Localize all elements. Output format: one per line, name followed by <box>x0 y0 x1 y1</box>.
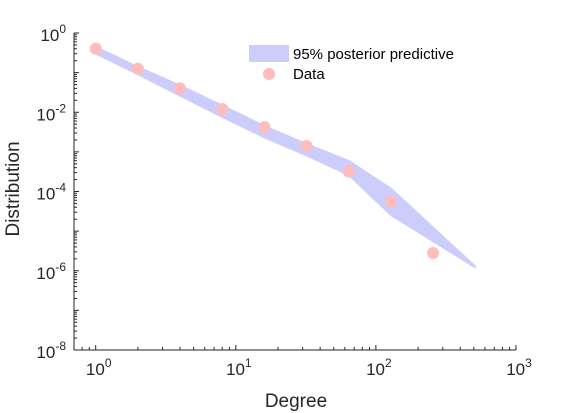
axes <box>73 32 517 351</box>
data-point <box>300 140 313 153</box>
legend-data-marker <box>263 68 275 80</box>
x-tick-label: 100 <box>86 356 112 379</box>
x-tick-label: 102 <box>366 356 392 379</box>
data-point <box>384 195 397 208</box>
data-point <box>131 62 144 75</box>
y-axis-label: Distribution <box>3 141 24 236</box>
y-tick-label: 10-8 <box>36 339 66 362</box>
y-tick-label: 10-6 <box>36 260 66 283</box>
posterior-band-layer <box>94 45 477 269</box>
y-tick-label: 10-2 <box>36 101 66 124</box>
data-point <box>427 247 440 260</box>
data-point <box>89 42 102 55</box>
posterior-band <box>94 45 477 269</box>
legend-band-swatch <box>249 45 289 62</box>
legend-band-label: 95% posterior predictive <box>293 46 454 63</box>
data-point <box>342 165 355 178</box>
y-tick-label: 100 <box>40 22 66 45</box>
data-point <box>258 121 271 134</box>
x-axis-label: Degree <box>265 391 327 412</box>
legend-data-label: Data <box>293 66 325 83</box>
data-point <box>174 82 187 95</box>
data-points-layer <box>89 42 440 260</box>
x-tick-label: 101 <box>226 356 252 379</box>
tick-labels: 100 101 102 103 100 10-2 10-4 10-6 10-8 <box>36 22 532 379</box>
legend: 95% posterior predictive Data <box>249 45 454 83</box>
x-tick-label: 103 <box>506 356 532 379</box>
y-tick-label: 10-4 <box>36 181 66 204</box>
data-point <box>216 103 229 116</box>
